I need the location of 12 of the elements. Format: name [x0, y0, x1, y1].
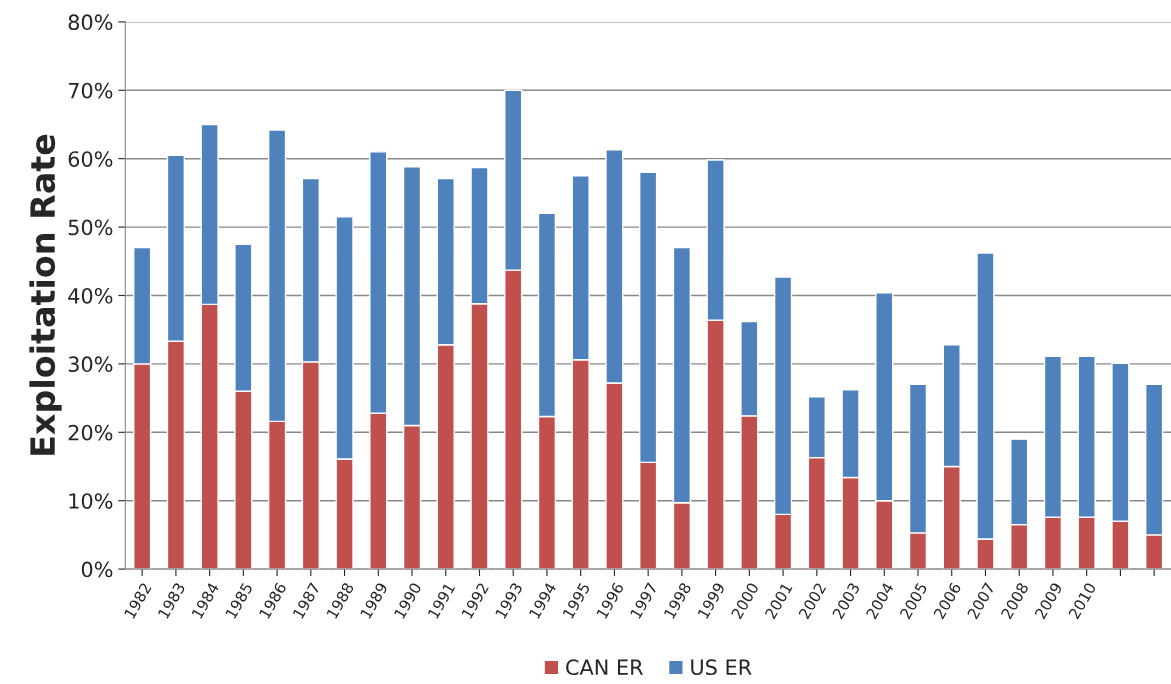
y-tick-label: 70%	[68, 82, 113, 99]
legend-label: CAN ER	[566, 659, 643, 676]
y-tick-label: 50%	[68, 219, 113, 236]
y-tick-label: 30%	[68, 356, 113, 373]
y-tick-label: 20%	[68, 424, 113, 441]
y-tick-label: 40%	[68, 287, 113, 304]
legend-label: US ER	[691, 659, 752, 676]
y-axis-title: Exploitation Rate	[29, 134, 62, 455]
y-tick-label: 80%	[68, 14, 113, 31]
y-tick-label: 10%	[69, 493, 113, 509]
y-tick-label: 0%	[81, 561, 113, 578]
y-tick-label: 60%	[68, 151, 113, 167]
